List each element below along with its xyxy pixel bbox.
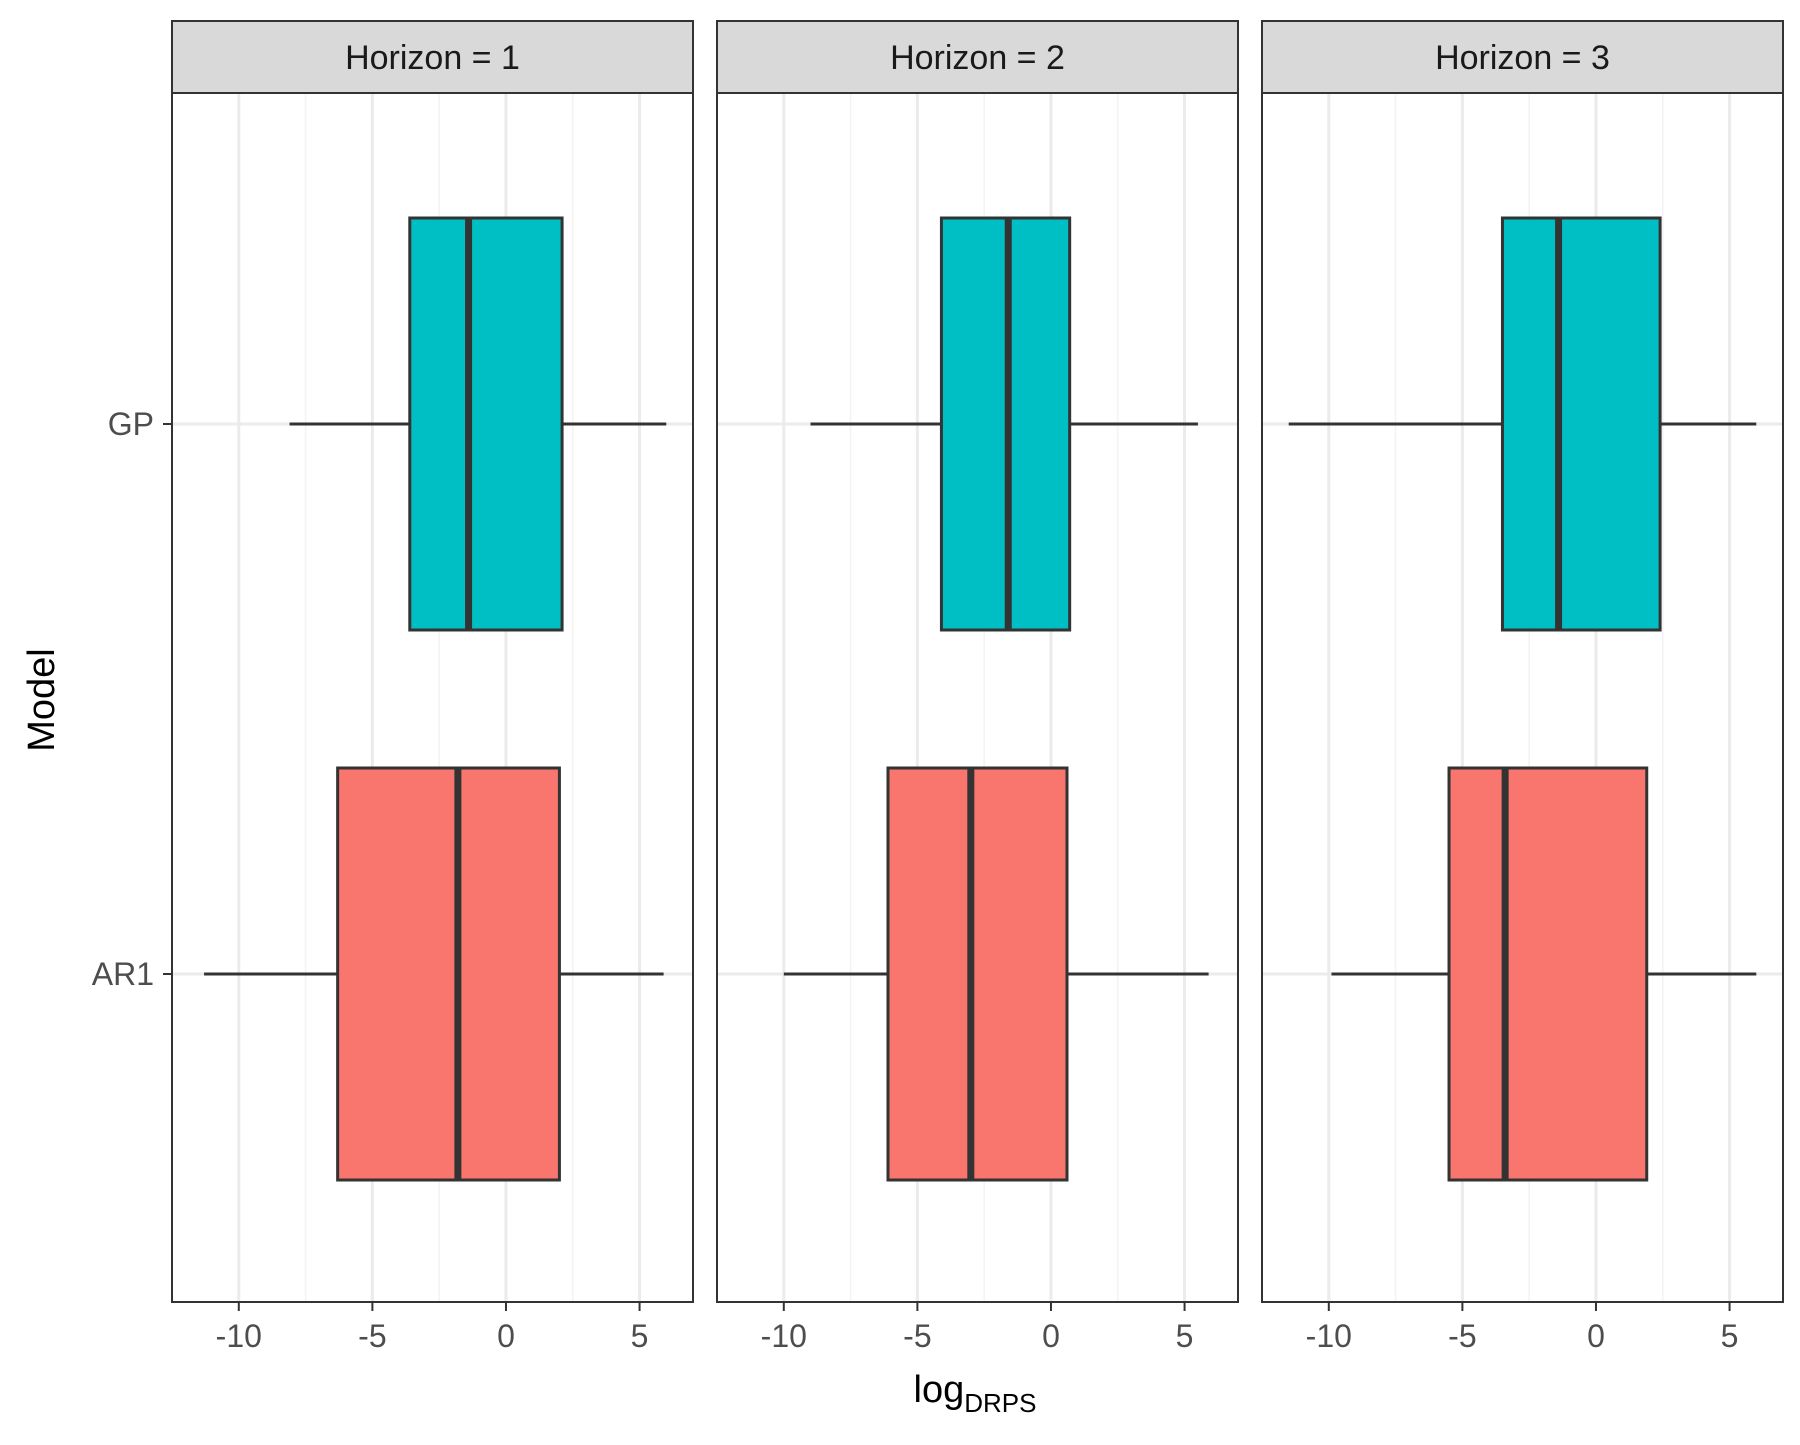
- panel-border: [716, 92, 1239, 1303]
- x-tick-label: -10: [1306, 1318, 1352, 1354]
- x-tick-label: 5: [1176, 1318, 1194, 1354]
- x-axis-title-main: log: [914, 1369, 965, 1411]
- boxplot-gp: [289, 216, 667, 632]
- x-tick-label: -5: [903, 1318, 931, 1354]
- y-tick-label: GP: [108, 406, 154, 442]
- x-tick-label: 0: [497, 1318, 515, 1354]
- facet-strip-label: Horizon = 1: [345, 39, 520, 77]
- facet-strip: [716, 20, 1239, 94]
- facet-panel-1: Horizon = 1 -10 -5 0 5 GP AR1: [92, 20, 694, 1354]
- boxplot-gp: [1288, 216, 1757, 632]
- x-tick-label: 5: [631, 1318, 649, 1354]
- x-axis-title-subscript: DRPS: [964, 1388, 1036, 1418]
- facet-strip-label: Horizon = 2: [890, 39, 1065, 77]
- y-tick-label: AR1: [92, 956, 154, 992]
- x-tick-label: 0: [1587, 1318, 1605, 1354]
- x-tick-label: -10: [761, 1318, 807, 1354]
- panel-border: [1261, 92, 1784, 1303]
- box-iqr: [336, 766, 561, 1182]
- facet-panel-3: Horizon = 3 -10 -5 0 5: [1261, 20, 1784, 1354]
- panel-border: [171, 92, 694, 1303]
- x-tick-label: -10: [216, 1318, 262, 1354]
- boxplot-ar1: [204, 766, 664, 1182]
- x-tick-label: -5: [1448, 1318, 1476, 1354]
- box-iqr: [1500, 216, 1662, 632]
- x-axis-title: logDRPS: [914, 1369, 1037, 1418]
- x-tick-label: -5: [358, 1318, 386, 1354]
- box-iqr: [408, 216, 564, 632]
- y-axis-title: Model: [21, 648, 63, 752]
- x-tick-label: 5: [1721, 1318, 1739, 1354]
- boxplot-ar1: [783, 766, 1209, 1182]
- boxplot-gp: [810, 216, 1198, 632]
- box-iqr: [1447, 766, 1649, 1182]
- boxplot-ar1: [1331, 766, 1757, 1182]
- facet-strip-label: Horizon = 3: [1435, 39, 1610, 77]
- x-tick-label: 0: [1042, 1318, 1060, 1354]
- facet-strip: [1261, 20, 1784, 94]
- facet-strip: [171, 20, 694, 94]
- facet-panel-2: Horizon = 2 -10 -5 0 5: [716, 20, 1239, 1354]
- box-iqr: [886, 766, 1069, 1182]
